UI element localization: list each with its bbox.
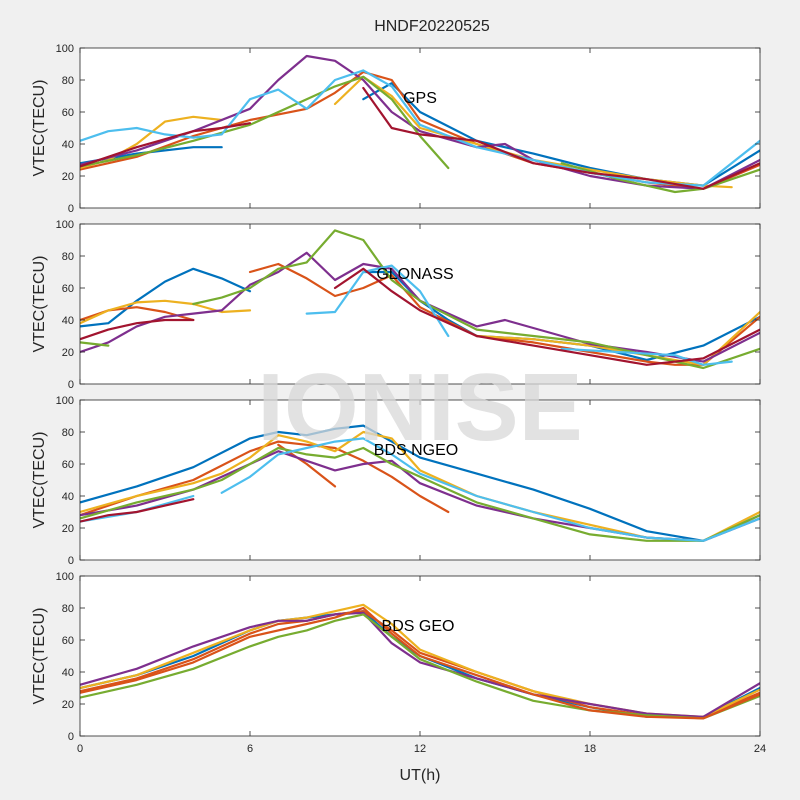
panel-gps: 0 20 40 60 80 100 VTEC(TECU) GPS (31, 43, 761, 215)
y-tick-label: 80 (62, 427, 74, 439)
y-axis-label: VTEC(TECU) (31, 432, 48, 529)
x-axis-label: UT(h) (400, 767, 441, 784)
y-tick-label: 40 (62, 667, 74, 679)
y-tick-label: 20 (62, 171, 74, 183)
series-line-1 (80, 424, 760, 542)
series-line-6 (305, 264, 733, 366)
y-axis-label: VTEC(TECU) (31, 80, 48, 177)
y-tick-label: 100 (56, 43, 74, 55)
y-tick-label: 60 (62, 459, 74, 471)
y-tick-label: 0 (68, 555, 74, 567)
figure-title: HNDF20220525 (374, 18, 490, 35)
series-line-6 (80, 606, 760, 720)
x-tick-label: 24 (754, 743, 766, 755)
panel-bds-geo: 0 20 40 60 80 100 0 6 12 18 24 VTEC(TECU) BDS GEO (31, 571, 766, 755)
y-tick-label: 20 (62, 347, 74, 359)
series-line-4 (80, 54, 760, 190)
x-tick-label: 18 (584, 743, 596, 755)
y-tick-label: 0 (68, 731, 74, 743)
watermark: IONISE (257, 354, 582, 461)
panel-glonass: 0 20 40 60 80 100 VTEC(TECU) GLONASS (31, 219, 761, 391)
y-tick-label: 80 (62, 75, 74, 87)
series-group (80, 603, 760, 720)
panel-annotation: BDS NGEO (374, 442, 458, 459)
panel-bds-ngeo: 0 20 40 60 80 100 VTEC(TECU) BDS NGEO (31, 395, 761, 567)
y-tick-label: 40 (62, 139, 74, 151)
series-line-7 (80, 86, 760, 190)
y-tick-label: 40 (62, 491, 74, 503)
series-group (80, 54, 760, 194)
panel-annotation: GLONASS (376, 266, 453, 283)
y-tick-label: 0 (68, 379, 74, 391)
y-tick-label: 40 (62, 315, 74, 327)
series-line-5 (80, 446, 760, 542)
y-tick-label: 100 (56, 395, 74, 407)
x-tick-label: 0 (77, 743, 83, 755)
y-axis-label: VTEC(TECU) (31, 608, 48, 705)
y-tick-label: 20 (62, 699, 74, 711)
x-tick-label: 6 (247, 743, 253, 755)
panel-annotation: BDS GEO (382, 618, 455, 635)
series-line-7 (80, 267, 760, 366)
panel-annotation: GPS (403, 90, 437, 107)
y-tick-label: 20 (62, 523, 74, 535)
series-group (80, 424, 760, 542)
y-tick-label: 80 (62, 251, 74, 263)
series-line-3 (80, 430, 760, 542)
y-tick-label: 60 (62, 635, 74, 647)
series-line-4 (80, 611, 760, 718)
y-tick-label: 60 (62, 283, 74, 295)
series-line-5 (80, 229, 760, 370)
y-tick-label: 80 (62, 603, 74, 615)
y-tick-label: 0 (68, 203, 74, 215)
y-tick-label: 60 (62, 107, 74, 119)
y-axis-label: VTEC(TECU) (31, 256, 48, 353)
y-tick-label: 100 (56, 571, 74, 583)
y-tick-label: 100 (56, 219, 74, 231)
series-group (80, 229, 760, 370)
x-tick-label: 12 (414, 743, 426, 755)
